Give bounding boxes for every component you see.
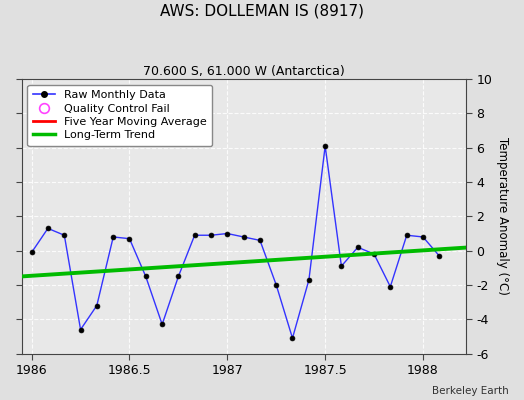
Raw Monthly Data [224,231,231,236]
Raw Monthly Data [159,322,165,327]
Raw Monthly Data [175,274,181,279]
Raw Monthly Data [143,274,149,279]
Raw Monthly Data [45,226,51,231]
Raw Monthly Data [110,234,116,239]
Raw Monthly Data [339,264,345,268]
Text: Berkeley Earth: Berkeley Earth [432,386,508,396]
Raw Monthly Data [273,282,279,287]
Raw Monthly Data [28,250,35,255]
Raw Monthly Data [61,233,68,238]
Raw Monthly Data [126,236,133,241]
Raw Monthly Data [436,254,442,258]
Raw Monthly Data [306,278,312,282]
Raw Monthly Data [355,245,361,250]
Raw Monthly Data [257,238,263,243]
Line: Raw Monthly Data: Raw Monthly Data [29,144,442,340]
Raw Monthly Data [94,303,100,308]
Raw Monthly Data [191,233,198,238]
Y-axis label: Temperature Anomaly (°C): Temperature Anomaly (°C) [496,138,509,295]
Raw Monthly Data [322,144,329,148]
Raw Monthly Data [78,327,84,332]
Raw Monthly Data [371,252,377,256]
Raw Monthly Data [289,336,296,340]
Title: 70.600 S, 61.000 W (Antarctica): 70.600 S, 61.000 W (Antarctica) [143,65,345,78]
Raw Monthly Data [241,234,247,239]
Text: AWS: DOLLEMAN IS (8917): AWS: DOLLEMAN IS (8917) [160,4,364,19]
Legend: Raw Monthly Data, Quality Control Fail, Five Year Moving Average, Long-Term Tren: Raw Monthly Data, Quality Control Fail, … [27,85,212,146]
Raw Monthly Data [403,233,410,238]
Raw Monthly Data [208,233,214,238]
Raw Monthly Data [387,284,394,289]
Raw Monthly Data [420,234,426,239]
